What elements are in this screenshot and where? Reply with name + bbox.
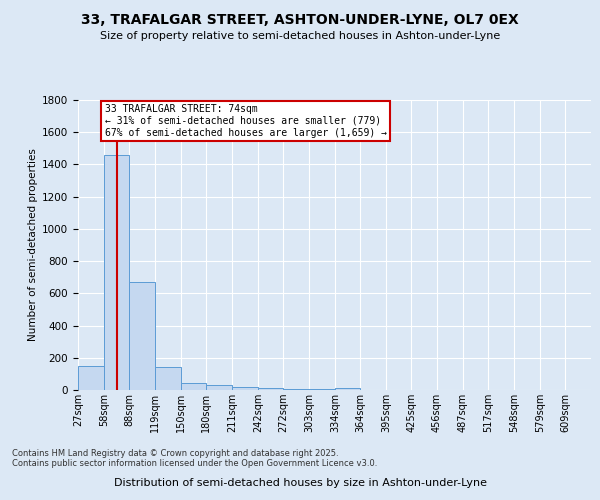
Text: 33 TRAFALGAR STREET: 74sqm
← 31% of semi-detached houses are smaller (779)
67% o: 33 TRAFALGAR STREET: 74sqm ← 31% of semi… — [105, 104, 387, 138]
Bar — [206, 385, 232, 390]
Bar — [258, 388, 283, 390]
Text: Contains public sector information licensed under the Open Government Licence v3: Contains public sector information licen… — [12, 458, 377, 468]
Text: Distribution of semi-detached houses by size in Ashton-under-Lyne: Distribution of semi-detached houses by … — [113, 478, 487, 488]
Text: Size of property relative to semi-detached houses in Ashton-under-Lyne: Size of property relative to semi-detach… — [100, 31, 500, 41]
Bar — [129, 282, 155, 390]
Bar — [232, 387, 258, 390]
Bar — [335, 388, 360, 390]
Bar — [104, 155, 129, 390]
Text: 33, TRAFALGAR STREET, ASHTON-UNDER-LYNE, OL7 0EX: 33, TRAFALGAR STREET, ASHTON-UNDER-LYNE,… — [81, 12, 519, 26]
Bar — [283, 389, 309, 390]
Bar — [309, 389, 335, 390]
Bar — [155, 368, 181, 390]
Text: Contains HM Land Registry data © Crown copyright and database right 2025.: Contains HM Land Registry data © Crown c… — [12, 448, 338, 458]
Y-axis label: Number of semi-detached properties: Number of semi-detached properties — [28, 148, 38, 342]
Bar — [78, 366, 104, 390]
Bar — [181, 383, 206, 390]
